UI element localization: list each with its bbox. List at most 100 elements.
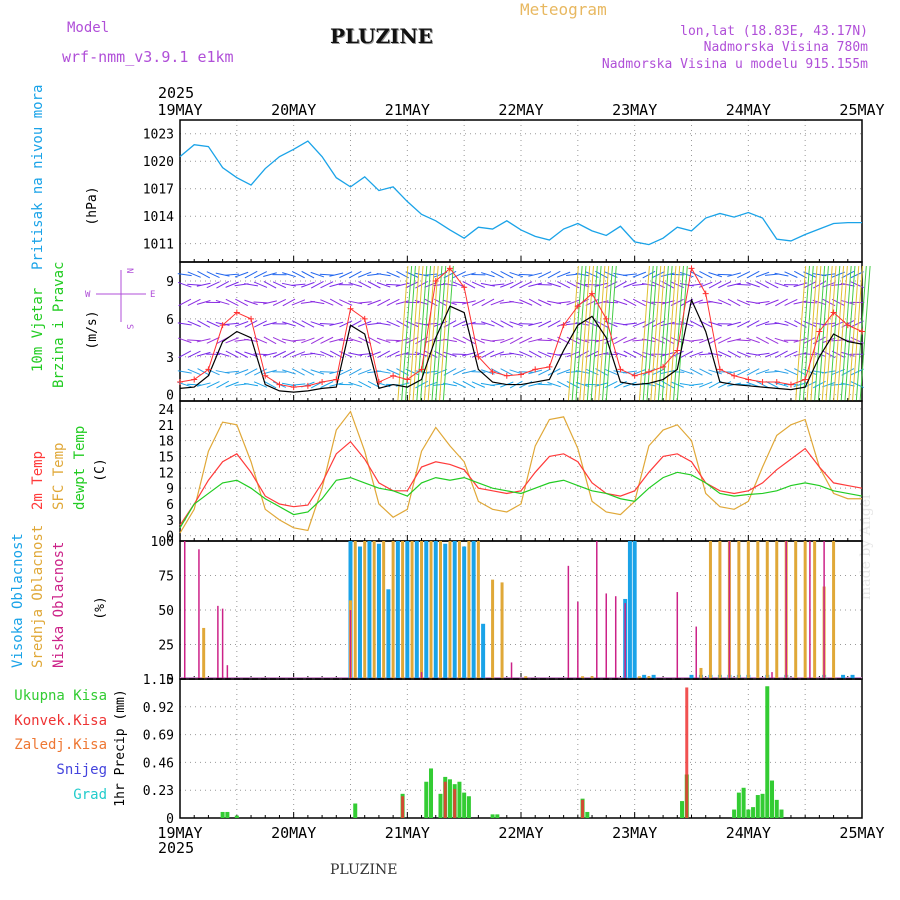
y-tick-label: 0.23 xyxy=(143,784,174,799)
gust-marker xyxy=(731,372,738,379)
cloud-bar xyxy=(372,541,376,679)
wind-arrow xyxy=(518,273,533,276)
wind-arrow xyxy=(301,368,315,376)
cloud-bar xyxy=(728,541,731,679)
wind-arrow xyxy=(253,381,268,388)
gust-arrow xyxy=(579,265,591,402)
precip-bar xyxy=(755,795,760,818)
gust-arrow xyxy=(590,265,602,402)
wind-arrow xyxy=(386,283,401,286)
cloud-bar xyxy=(832,541,836,679)
wind-arrow xyxy=(509,336,523,345)
wind-arrow xyxy=(575,282,590,288)
wind-arrow xyxy=(197,320,211,328)
wind-arrow xyxy=(585,368,599,376)
wind-arrow xyxy=(736,339,751,342)
wind-arrow xyxy=(310,321,325,327)
wind-arrow xyxy=(225,322,240,326)
wind-arrow xyxy=(509,280,523,289)
wind-arrow xyxy=(377,298,391,307)
wind-arrow xyxy=(443,320,457,328)
wind-arrow xyxy=(481,350,495,359)
wind-label-2: Brzina i Pravac xyxy=(51,262,67,388)
cloud-bar xyxy=(457,541,461,679)
wind-arrow xyxy=(263,300,277,305)
cloud-bar xyxy=(614,596,617,679)
gust-arrow xyxy=(435,265,447,402)
wind-arrow xyxy=(746,270,760,279)
wind-arrow xyxy=(557,380,571,389)
wind-arrow xyxy=(509,271,524,278)
wind-arrow xyxy=(708,369,723,375)
precip-bar xyxy=(462,792,467,818)
wind-arrow xyxy=(244,351,258,357)
wind-arrow xyxy=(765,351,779,358)
y-tick-label: 1020 xyxy=(143,155,174,170)
y-tick-label: 1014 xyxy=(143,210,174,225)
wind-arrow xyxy=(319,371,334,373)
cloud-bar xyxy=(401,541,405,679)
precip-bar xyxy=(225,811,230,818)
wind-arrow xyxy=(263,336,277,345)
gust-arrow xyxy=(833,265,845,402)
gust-arrow xyxy=(840,265,852,402)
wind-arrow xyxy=(547,270,561,279)
gust-arrow xyxy=(825,265,837,402)
panel-frame xyxy=(179,678,863,819)
wind-arrow xyxy=(803,336,817,344)
gust-marker xyxy=(574,303,581,310)
wind-arrow xyxy=(434,350,447,358)
wind-arrow xyxy=(632,350,646,358)
wind-arrow xyxy=(206,281,220,289)
top-date-labels: 19MAY 20MAY 21MAY 22MAY 23MAY 24MAY 25MAY xyxy=(157,101,884,119)
wind-arrow xyxy=(254,320,268,328)
wind-arrow xyxy=(244,368,258,376)
wind-arrow xyxy=(793,300,808,305)
wind-arrow xyxy=(282,298,296,307)
gust-marker xyxy=(347,305,354,312)
y-tick-label: 9 xyxy=(166,275,174,290)
wind-arrow xyxy=(774,337,789,343)
wind-arrow xyxy=(519,299,533,306)
panels: 1023102010171014101196302421181512963010… xyxy=(143,119,871,827)
wind-arrow xyxy=(206,336,220,344)
wind-arrow xyxy=(291,283,306,286)
precip-bar xyxy=(746,809,751,818)
wind-arrow xyxy=(622,370,637,374)
bottom-date-label: 22MAY xyxy=(498,824,543,842)
wind-arrow xyxy=(538,299,552,306)
wind-arrow xyxy=(727,338,742,343)
wind-arrow xyxy=(794,368,807,376)
cloud-bar xyxy=(567,565,570,679)
gust-arrow xyxy=(594,265,606,402)
top-date-label: 19MAY xyxy=(157,101,202,119)
top-date-label: 20MAY xyxy=(271,101,316,119)
wind-arrow xyxy=(689,270,703,279)
y-tick-label: 6 xyxy=(166,498,174,513)
cloud-bar xyxy=(803,541,807,679)
cloud-bar xyxy=(386,589,391,679)
wind-arrow xyxy=(196,351,211,357)
year-label-bottom: 2025 xyxy=(158,839,194,857)
wind-arrow xyxy=(490,283,505,286)
wind-arrow xyxy=(263,380,277,389)
wind-arrow xyxy=(395,300,410,305)
wind-arrow xyxy=(594,382,609,387)
gust-arrow xyxy=(848,265,860,402)
cloud-bar xyxy=(353,541,357,679)
cloud-bar xyxy=(424,541,429,679)
wind-arrow xyxy=(206,320,220,328)
wind-arrow xyxy=(272,337,287,344)
y-tick-label: 3 xyxy=(166,351,174,366)
wind-arrow xyxy=(737,368,751,376)
wind-arrow xyxy=(547,337,561,343)
cloud-bar xyxy=(637,676,641,679)
gust-arrow xyxy=(673,265,685,402)
wind-arrow xyxy=(585,350,599,358)
wind-arrow xyxy=(386,298,400,306)
gust-marker xyxy=(489,368,496,375)
cloud-bar xyxy=(596,541,598,679)
cloud-bar xyxy=(510,662,513,679)
wind-arrow xyxy=(746,368,760,376)
gust-arrow xyxy=(798,265,810,402)
